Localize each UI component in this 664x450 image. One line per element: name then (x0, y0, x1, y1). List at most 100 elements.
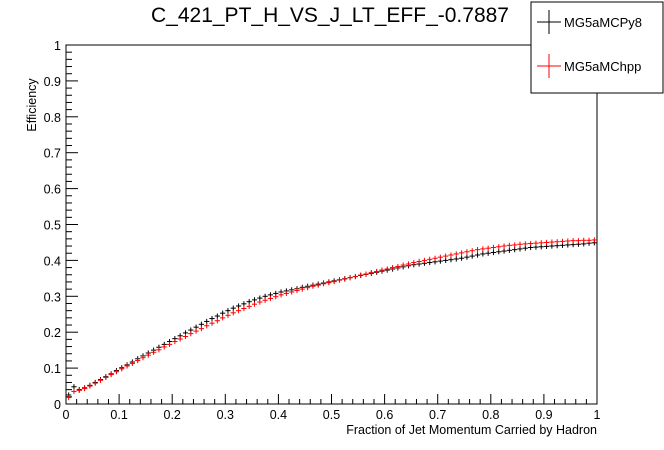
data-point-mg5amchpp (294, 287, 300, 294)
data-point-mg5amchpp (411, 259, 417, 266)
data-point-mg5amchpp (129, 360, 135, 367)
data-point-mg5amchpp (416, 258, 422, 265)
data-point-mg5amchpp (172, 338, 178, 345)
data-point-mg5amchpp (522, 241, 528, 247)
data-point-mg5amcpy8 (225, 308, 231, 314)
series-mg5amchpp (66, 237, 597, 401)
data-point-mg5amcpy8 (246, 299, 252, 305)
y-tick-label: 0.4 (44, 254, 61, 268)
data-point-mg5amchpp (448, 252, 454, 258)
data-point-mg5amchpp (586, 237, 592, 243)
data-point-mg5amchpp (437, 254, 443, 260)
data-point-mg5amchpp (289, 289, 295, 295)
y-tick-label: 0.6 (44, 183, 61, 197)
data-point-mg5amchpp (66, 394, 72, 401)
data-point-mg5amchpp (549, 239, 555, 245)
data-point-mg5amchpp (315, 282, 321, 288)
x-tick-label: 0 (63, 408, 70, 422)
data-point-mg5amchpp (347, 275, 353, 281)
data-point-mg5amchpp (140, 355, 146, 361)
data-point-mg5amchpp (87, 383, 93, 389)
data-point-mg5amchpp (305, 285, 311, 291)
legend: MG5aMCPy8 MG5aMChpp (530, 1, 664, 94)
data-point-mg5amcpy8 (209, 315, 215, 322)
data-point-mg5amchpp (193, 328, 199, 334)
data-point-mg5amchpp (76, 387, 82, 393)
x-tick-label: 0.4 (270, 408, 287, 422)
data-point-mg5amchpp (310, 283, 316, 289)
data-point-mg5amchpp (570, 238, 576, 244)
data-point-mg5amchpp (554, 239, 560, 245)
data-point-mg5amchpp (198, 326, 205, 332)
data-point-mg5amchpp (400, 262, 406, 268)
data-point-mg5amchpp (458, 250, 465, 256)
data-point-mg5amchpp (342, 276, 348, 282)
data-point-mg5amcpy8 (506, 247, 512, 253)
data-point-mg5amcpy8 (496, 249, 502, 255)
data-point-mg5amchpp (257, 299, 263, 305)
data-point-mg5amcpy8 (458, 255, 465, 261)
data-point-mg5amchpp (241, 305, 247, 312)
data-point-mg5amcpy8 (480, 251, 486, 257)
data-point-mg5amcpy8 (469, 253, 475, 259)
data-point-mg5amchpp (262, 297, 268, 303)
data-point-mg5amchpp (251, 301, 258, 307)
x-tick-label: 0.9 (535, 408, 552, 422)
y-tick-label: 1 (54, 39, 61, 53)
x-tick-label: 0.7 (429, 408, 446, 422)
data-point-mg5amchpp (512, 242, 518, 248)
data-point-mg5amchpp (135, 357, 141, 364)
y-tick-label: 0.5 (44, 219, 61, 233)
data-point-mg5amchpp (384, 266, 390, 272)
data-point-mg5amchpp (374, 268, 380, 275)
data-point-mg5amchpp (71, 388, 77, 395)
data-point-mg5amchpp (352, 273, 358, 280)
data-point-mg5amchpp (480, 246, 486, 252)
data-point-mg5amchpp (326, 280, 332, 286)
legend-box (530, 1, 664, 94)
data-point-mg5amchpp (214, 318, 220, 324)
chart-title: C_421_PT_H_VS_J_LT_EFF_-0.7887 (151, 4, 509, 27)
x-axis-title: Fraction of Jet Momentum Carried by Hadr… (346, 423, 597, 437)
data-point-mg5amchpp (230, 310, 236, 316)
data-point-mg5amchpp (469, 248, 475, 254)
data-point-mg5amchpp (405, 261, 412, 267)
data-point-mg5amcpy8 (517, 246, 523, 252)
data-point-mg5amchpp (389, 264, 396, 271)
data-point-mg5amchpp (119, 366, 125, 372)
data-point-mg5amchpp (496, 244, 502, 250)
x-tick-label: 0.1 (110, 408, 127, 422)
data-point-mg5amchpp (124, 363, 130, 369)
data-point-mg5amcpy8 (453, 256, 459, 262)
data-point-mg5amchpp (565, 238, 571, 244)
data-point-mg5amchpp (379, 267, 385, 273)
x-tick-label: 0.6 (376, 408, 393, 422)
data-point-mg5amcpy8 (71, 384, 77, 390)
x-tick-label: 0.2 (164, 408, 181, 422)
data-point-mg5amchpp (188, 331, 194, 337)
data-point-mg5amchpp (161, 344, 167, 350)
data-point-mg5amcpy8 (230, 305, 236, 311)
y-tick-label: 0.8 (44, 111, 61, 125)
data-point-mg5amchpp (182, 333, 189, 340)
x-axis: 0 0.1 0.2 0.3 0.4 0.5 0.6 0.7 0.8 0.9 1 (63, 394, 601, 422)
x-tick-label: 0.5 (323, 408, 340, 422)
data-point-mg5amchpp (501, 243, 507, 249)
data-point-mg5amcpy8 (235, 303, 242, 309)
y-axis: 0 0.1 0.2 0.3 0.4 0.5 0.6 0.7 0.8 0.9 1 (44, 39, 78, 412)
data-point-mg5amchpp (331, 278, 337, 285)
x-tick-label: 1 (594, 408, 601, 422)
y-tick-label: 0.9 (44, 75, 61, 89)
y-axis-title: Efficiency (25, 78, 39, 132)
data-point-mg5amchpp (395, 263, 401, 270)
data-point-mg5amchpp (575, 238, 582, 244)
data-point-mg5amcpy8 (501, 248, 507, 254)
data-point-mg5amchpp (283, 290, 289, 297)
data-point-mg5amchpp (591, 237, 597, 243)
data-point-mg5amchpp (103, 374, 109, 381)
data-point-mg5amchpp (363, 271, 369, 277)
data-point-mg5amchpp (490, 244, 497, 251)
data-point-mg5amcpy8 (464, 254, 470, 260)
data-point-mg5amcpy8 (474, 252, 481, 258)
